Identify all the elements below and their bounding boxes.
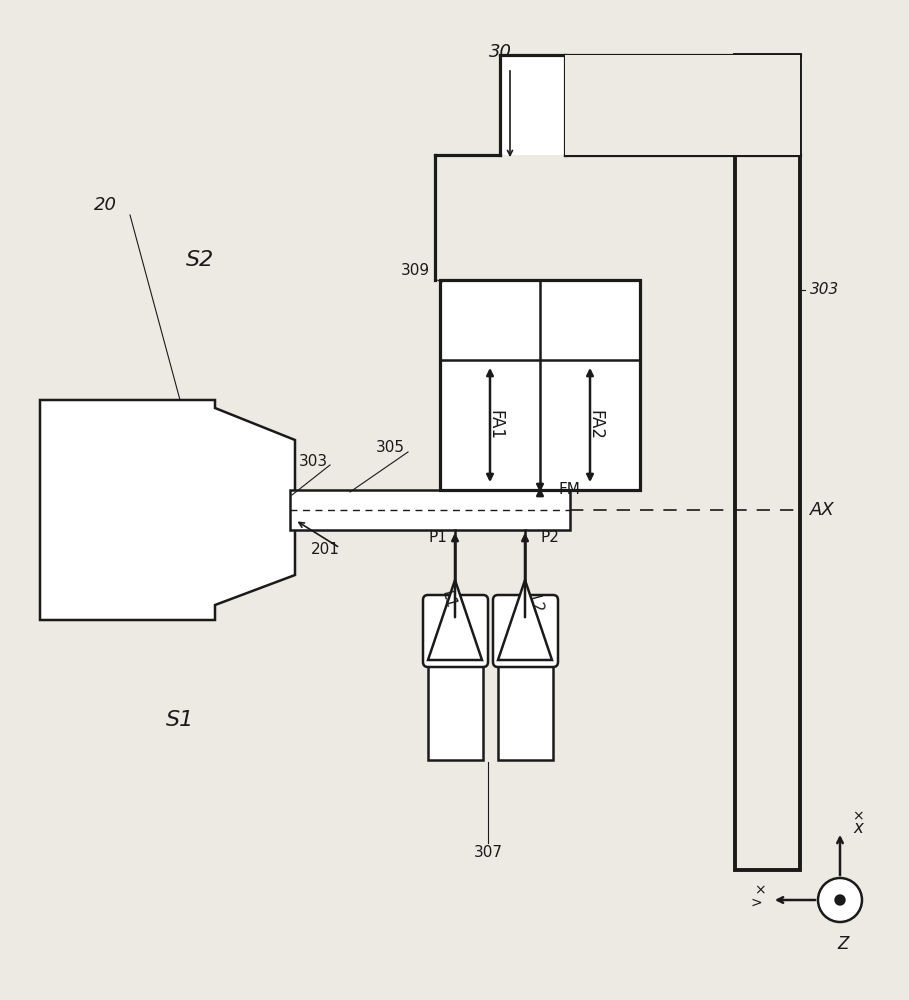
Text: 30: 30	[488, 43, 512, 61]
Text: 303: 303	[299, 454, 328, 470]
Bar	[290, 490, 570, 530]
Polygon shape	[428, 580, 482, 660]
Bar	[440, 280, 640, 490]
Text: ×: ×	[754, 883, 765, 897]
Text: AX: AX	[810, 501, 834, 519]
Text: L1: L1	[438, 589, 457, 611]
Text: x: x	[853, 819, 863, 837]
Circle shape	[835, 895, 845, 905]
Bar	[500, 55, 800, 155]
Text: S2: S2	[185, 250, 215, 270]
Text: S1: S1	[165, 710, 195, 730]
Text: 307: 307	[474, 845, 503, 860]
Text: FA2: FA2	[586, 410, 604, 440]
Text: 20: 20	[94, 196, 116, 214]
Polygon shape	[40, 400, 295, 620]
Bar	[428, 660, 483, 760]
Polygon shape	[498, 580, 552, 660]
Text: 201: 201	[311, 542, 340, 558]
Text: FA1: FA1	[486, 410, 504, 440]
Text: >: >	[750, 896, 762, 910]
Bar	[565, 55, 800, 155]
Text: L2: L2	[525, 594, 544, 616]
Bar	[498, 660, 553, 760]
Circle shape	[818, 878, 862, 922]
Text: 303: 303	[810, 282, 839, 298]
Text: 305: 305	[376, 440, 405, 456]
Text: P1: P1	[428, 530, 447, 545]
FancyBboxPatch shape	[423, 595, 488, 667]
FancyBboxPatch shape	[493, 595, 558, 667]
Text: ×: ×	[853, 809, 864, 823]
Text: 309: 309	[401, 263, 430, 278]
Text: Z: Z	[837, 935, 849, 953]
Text: FM: FM	[558, 483, 580, 497]
Text: P2: P2	[541, 530, 559, 545]
Bar	[735, 55, 800, 870]
